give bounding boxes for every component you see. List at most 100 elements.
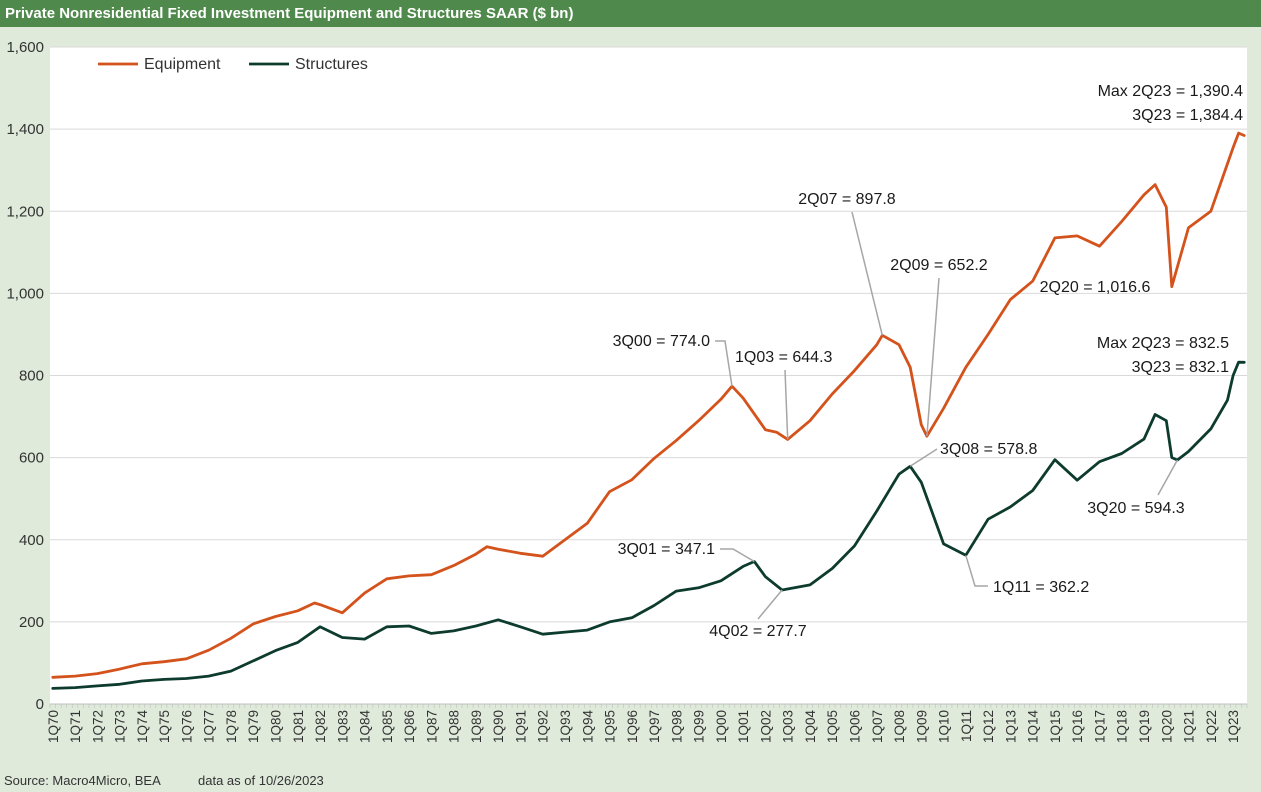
legend-label: Structures: [295, 56, 368, 73]
y-tick-label: 0: [36, 696, 44, 713]
x-tick-label: 1Q11: [959, 710, 974, 742]
annotation-leader-line: [757, 589, 783, 620]
x-tick-label: 1Q74: [135, 710, 150, 744]
x-tick-label: 1Q15: [1048, 710, 1063, 743]
annotation-label: 1Q11 = 362.2: [993, 579, 1089, 596]
annotation-leader-line: [1157, 459, 1179, 496]
y-tick-label: 600: [19, 450, 44, 467]
legend-label: Equipment: [144, 56, 221, 73]
x-tick-label: 1Q70: [46, 710, 61, 743]
annotation-label: 3Q23 = 832.1: [1132, 359, 1230, 376]
source-note: Source: Macro4Micro, BEA: [4, 773, 161, 788]
x-tick-label: 1Q23: [1226, 710, 1241, 743]
x-tick-label: 1Q98: [669, 710, 684, 743]
x-tick-label: 1Q95: [603, 710, 618, 743]
x-tick-label: 1Q84: [358, 710, 373, 744]
x-tick-label: 1Q00: [714, 710, 729, 743]
annotation-label: Max 2Q23 = 1,390.4: [1098, 83, 1244, 100]
x-tick-label: 1Q91: [513, 710, 528, 743]
x-tick-label: 1Q09: [914, 710, 929, 743]
chart-title: Private Nonresidential Fixed Investment …: [5, 5, 574, 22]
y-tick-label: 400: [19, 532, 44, 549]
x-tick-label: 1Q03: [781, 710, 796, 743]
x-tick-label: 1Q77: [202, 710, 217, 743]
gridlines: [50, 46, 1247, 623]
x-tick-label: 1Q12: [981, 710, 996, 743]
y-tick-label: 200: [19, 614, 44, 631]
x-tick-label: 1Q80: [268, 710, 283, 743]
annotation-label: 3Q00 = 774.0: [613, 333, 711, 350]
y-tick-label: 800: [19, 368, 44, 385]
annotation-label: 4Q02 = 277.7: [709, 623, 807, 640]
annotation-label: Max 2Q23 = 832.5: [1097, 335, 1229, 352]
series-line-equipment: [51, 131, 1246, 679]
x-tick-label: 1Q75: [157, 710, 172, 743]
annotation-label: 2Q09 = 652.2: [890, 257, 988, 274]
x-tick-label: 1Q22: [1204, 710, 1219, 743]
x-tick-label: 1Q78: [224, 710, 239, 743]
x-tick-label: 1Q18: [1115, 710, 1130, 743]
x-tick-label: 1Q79: [246, 710, 261, 743]
x-tick-label: 1Q08: [892, 710, 907, 743]
annotation-label: 3Q08 = 578.8: [940, 441, 1038, 458]
annotation-leader-line: [784, 369, 789, 440]
x-tick-label: 1Q71: [68, 710, 83, 743]
x-tick-label: 1Q93: [558, 710, 573, 743]
x-tick-label: 1Q81: [291, 710, 306, 743]
x-tick-label: 1Q89: [469, 710, 484, 743]
x-tick-label: 1Q16: [1070, 710, 1085, 743]
y-tick-label: 1,000: [6, 285, 44, 302]
x-tick-label: 1Q20: [1159, 710, 1174, 743]
y-axis: 0 200 400 600 800 1,000 1,200 1,400 1,600: [6, 39, 44, 713]
x-tick-label: 1Q85: [380, 710, 395, 743]
annotation-label: 1Q03 = 644.3: [735, 349, 833, 366]
annotation-leader-line: [965, 555, 988, 587]
y-tick-label: 1,200: [6, 203, 44, 220]
x-tick-label: 1Q76: [179, 710, 194, 743]
annotation-leader-line: [926, 277, 940, 437]
x-tick-label: 1Q05: [825, 710, 840, 743]
x-tick-label: 1Q72: [90, 710, 105, 743]
x-tick-label: 1Q83: [335, 710, 350, 743]
x-tick-label: 1Q94: [580, 710, 595, 744]
x-tick-label: 1Q92: [536, 710, 551, 743]
annotations: Max 2Q23 = 1,390.4 3Q23 = 1,384.4 2Q07 = 8…: [613, 83, 1244, 640]
x-axis: 1Q70 1Q71 1Q72 1Q73 1Q74 1Q75 1Q76 1Q77 1Q78 1Q79…: [46, 703, 1248, 744]
x-tick-label: 1Q99: [692, 710, 707, 743]
annotation-label: 3Q23 = 1,384.4: [1132, 107, 1243, 124]
x-tick-label: 1Q14: [1026, 710, 1041, 744]
y-tick-label: 1,400: [6, 121, 44, 138]
x-tick-label: 1Q02: [758, 710, 773, 743]
series-lines: [51, 131, 1246, 690]
x-tick-label: 1Q10: [937, 710, 952, 743]
x-tick-label: 1Q87: [424, 710, 439, 743]
x-tick-label: 1Q96: [625, 710, 640, 743]
x-tick-label: 1Q13: [1003, 710, 1018, 743]
x-tick-label: 1Q21: [1182, 710, 1197, 743]
annotation-leader-line: [851, 211, 884, 336]
x-tick-label: 1Q73: [113, 710, 128, 743]
as-of-note: data as of 10/26/2023: [198, 773, 324, 788]
x-tick-label: 1Q06: [847, 710, 862, 743]
x-tick-label: 1Q90: [491, 710, 506, 743]
x-tick-label: 1Q88: [447, 710, 462, 743]
y-tick-label: 1,600: [6, 39, 44, 56]
x-tick-label: 1Q07: [870, 710, 885, 743]
annotation-label: 3Q20 = 594.3: [1087, 500, 1185, 517]
x-tick-label: 1Q97: [647, 710, 662, 743]
x-tick-label: 1Q82: [313, 710, 328, 743]
series-line-structures: [51, 360, 1246, 690]
annotation-label: 2Q07 = 897.8: [798, 191, 896, 208]
annotation-label: 3Q01 = 347.1: [618, 541, 716, 558]
title-bar: Private Nonresidential Fixed Investment …: [0, 0, 1261, 27]
x-tick-label: 1Q04: [803, 710, 818, 744]
annotation-leader-line: [720, 548, 755, 563]
legend: Equipment Structures: [98, 56, 368, 73]
x-tick-label: 1Q86: [402, 710, 417, 743]
x-tick-label: 1Q19: [1137, 710, 1152, 743]
annotation-leader-line: [909, 448, 938, 467]
annotation-label: 2Q20 = 1,016.6: [1040, 279, 1151, 296]
x-tick-label: 1Q17: [1092, 710, 1107, 743]
annotation-leader-line: [715, 340, 733, 387]
